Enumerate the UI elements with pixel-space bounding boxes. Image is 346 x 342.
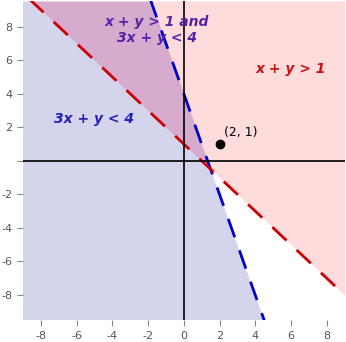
Text: x + y > 1: x + y > 1: [256, 62, 326, 76]
Text: (2, 1): (2, 1): [224, 127, 257, 140]
Text: x + y > 1 and
3x + y < 4: x + y > 1 and 3x + y < 4: [105, 15, 209, 45]
Text: 3x + y < 4: 3x + y < 4: [54, 112, 134, 126]
